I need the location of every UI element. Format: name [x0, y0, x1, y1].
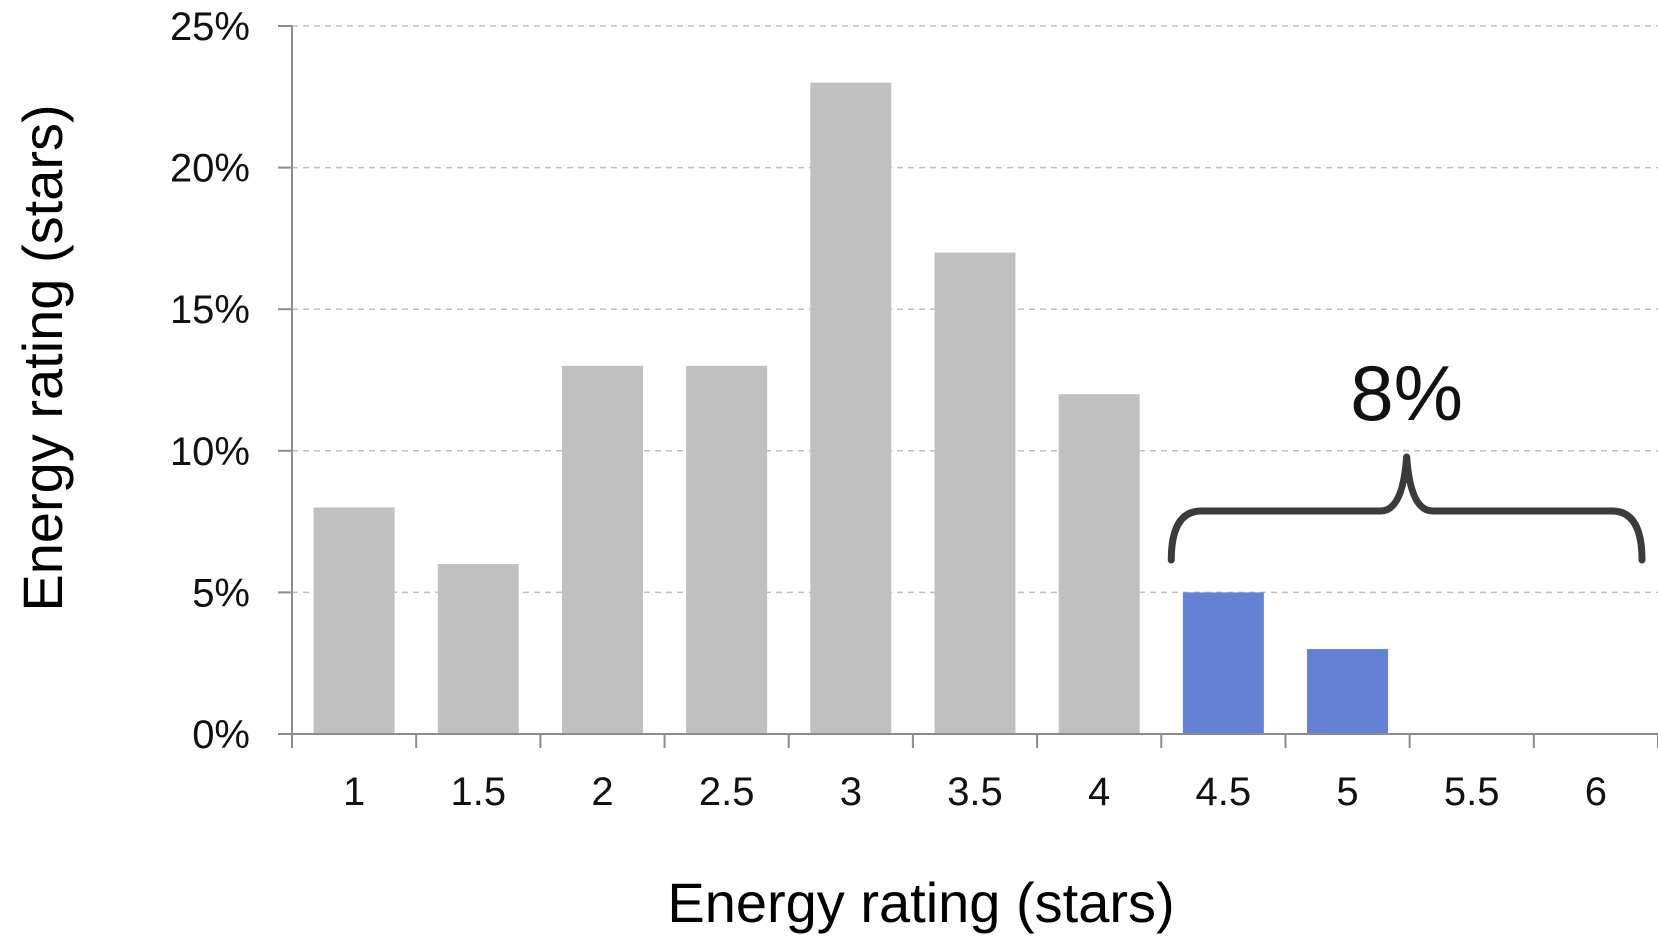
x-tick-label: 5	[1336, 770, 1358, 814]
y-tick-label: 0%	[192, 713, 250, 757]
x-tick-label: 2.5	[699, 770, 755, 814]
x-tick-label: 5.5	[1444, 770, 1500, 814]
bar-2.5	[686, 365, 768, 734]
bar-3.5	[934, 252, 1016, 734]
x-tick-label: 4	[1088, 770, 1110, 814]
annotation-label: 8%	[1350, 349, 1463, 437]
x-tick-label: 3.5	[947, 770, 1003, 814]
y-axis-title: Energy rating (stars)	[11, 104, 74, 611]
y-tick-label: 20%	[170, 147, 250, 191]
y-tick-label: 10%	[170, 430, 250, 474]
bar-3	[810, 82, 892, 734]
y-tick-label: 25%	[170, 5, 250, 49]
annotation: 8%	[1167, 349, 1646, 564]
x-tick-label: 2	[591, 770, 613, 814]
x-tick-label: 4.5	[1196, 770, 1252, 814]
x-tick-label: 1	[343, 770, 365, 814]
y-tick-label: 15%	[170, 288, 250, 332]
y-tick-labels: 0% 5% 10% 15% 20% 25%	[170, 5, 250, 757]
x-tick-label: 6	[1585, 770, 1607, 814]
x-tick-labels: 1 1.5 2 2.5 3 3.5 4 4.5 5 5.5 6	[343, 770, 1607, 814]
bars	[313, 82, 1389, 734]
bar-5	[1307, 649, 1389, 734]
bar-2	[561, 365, 643, 734]
x-tick-label: 1.5	[450, 770, 506, 814]
brace-annotation	[1167, 453, 1646, 564]
y-tick-label: 5%	[192, 571, 250, 615]
bar-4	[1058, 394, 1140, 734]
bar-1.5	[437, 564, 519, 734]
axes	[278, 25, 1658, 748]
x-axis-title: Energy rating (stars)	[667, 871, 1174, 934]
bar-1	[313, 507, 395, 734]
x-tick-label: 3	[840, 770, 862, 814]
bar-4.5	[1182, 592, 1264, 734]
